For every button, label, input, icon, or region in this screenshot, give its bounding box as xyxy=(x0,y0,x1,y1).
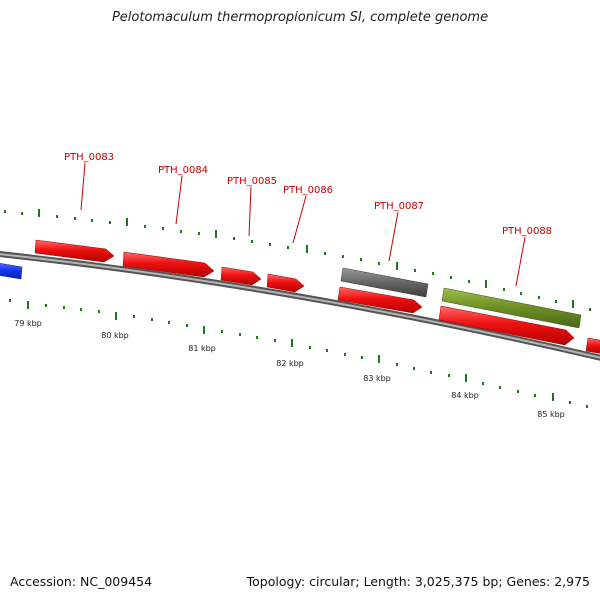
accession-text: Accession: NC_009454 xyxy=(10,574,153,589)
gene-arrow-pth-0085[interactable] xyxy=(220,266,262,286)
gene-label-pth-0088[interactable]: PTH_0088 xyxy=(502,226,552,237)
kbp-label-84: 84 kbp xyxy=(451,391,479,400)
inner-strand-genes xyxy=(0,263,600,354)
genome-summary-text: Topology: circular; Length: 3,025,375 bp… xyxy=(246,574,590,589)
leader-line-pth-0086 xyxy=(292,195,307,244)
gene-label-pth-0084[interactable]: PTH_0084 xyxy=(158,165,208,176)
kbp-label-85: 85 kbp xyxy=(537,410,565,419)
gene-arrow-pth-0083[interactable] xyxy=(34,239,115,263)
kbp-label-83: 83 kbp xyxy=(363,374,391,383)
gene-arrow-inner-3[interactable] xyxy=(585,337,600,354)
gene-bar-pth-0087[interactable] xyxy=(340,267,429,298)
leader-line-pth-0088 xyxy=(515,236,526,287)
kbp-label-79: 79 kbp xyxy=(14,319,42,328)
gene-label-pth-0083[interactable]: PTH_0083 xyxy=(64,152,114,163)
gene-label-pth-0085[interactable]: PTH_0085 xyxy=(227,176,277,187)
kbp-label-81: 81 kbp xyxy=(188,344,216,353)
outer-tick-row xyxy=(4,209,591,311)
outer-strand-genes xyxy=(34,239,582,329)
gene-label-pth-0087[interactable]: PTH_0087 xyxy=(374,201,424,212)
gene-labels: PTH_0083 PTH_0084 PTH_0085 PTH_0086 PTH_… xyxy=(64,152,552,237)
gene-arrow-inner-2[interactable] xyxy=(438,305,575,346)
gene-left-blue[interactable] xyxy=(0,263,23,280)
leader-line-pth-0083 xyxy=(80,162,86,211)
gene-bar-pth-0088[interactable] xyxy=(441,287,582,329)
gene-arrow-pth-0086[interactable] xyxy=(266,273,305,293)
gene-label-pth-0086[interactable]: PTH_0086 xyxy=(283,185,333,196)
leader-line-pth-0087 xyxy=(388,211,399,262)
leader-line-pth-0084 xyxy=(175,175,183,225)
leader-line-pth-0085 xyxy=(248,186,252,237)
gene-arrow-pth-0084[interactable] xyxy=(122,251,215,278)
genome-backbone-highlight xyxy=(0,253,600,359)
inner-tick-row xyxy=(9,299,588,408)
gene-label-leaders xyxy=(80,162,526,287)
kbp-label-80: 80 kbp xyxy=(101,331,129,340)
gene-arrow-inner-1[interactable] xyxy=(337,286,423,314)
kbp-scale-labels: 79 kbp 80 kbp 81 kbp 82 kbp 83 kbp 84 kb… xyxy=(14,319,565,419)
genome-title: Pelotomaculum thermopropionicum SI, comp… xyxy=(111,10,489,25)
kbp-label-82: 82 kbp xyxy=(276,359,304,368)
